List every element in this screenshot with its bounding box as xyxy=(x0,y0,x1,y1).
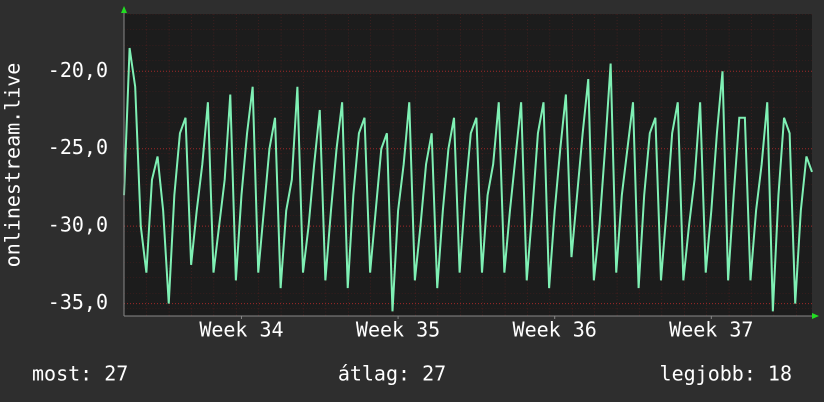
y-arrow xyxy=(121,6,127,13)
y-tick-label: -35,0 xyxy=(48,290,108,314)
x-tick-label: Week 34 xyxy=(199,318,283,342)
x-arrow xyxy=(812,313,819,319)
y-axis-label: onlinestream.live xyxy=(1,63,25,268)
y-tick-label: -20,0 xyxy=(48,58,108,82)
y-tick-label: -25,0 xyxy=(48,135,108,159)
data-line xyxy=(123,47,813,312)
x-tick-label: Week 35 xyxy=(356,318,440,342)
y-tick-label: -30,0 xyxy=(48,213,108,237)
stat-average: átlag: 27 xyxy=(338,362,446,386)
stat-best: legjobb: 18 xyxy=(660,362,792,386)
x-tick-label: Week 36 xyxy=(513,318,597,342)
x-tick-label: Week 37 xyxy=(669,318,753,342)
stat-current: most: 27 xyxy=(32,362,128,386)
